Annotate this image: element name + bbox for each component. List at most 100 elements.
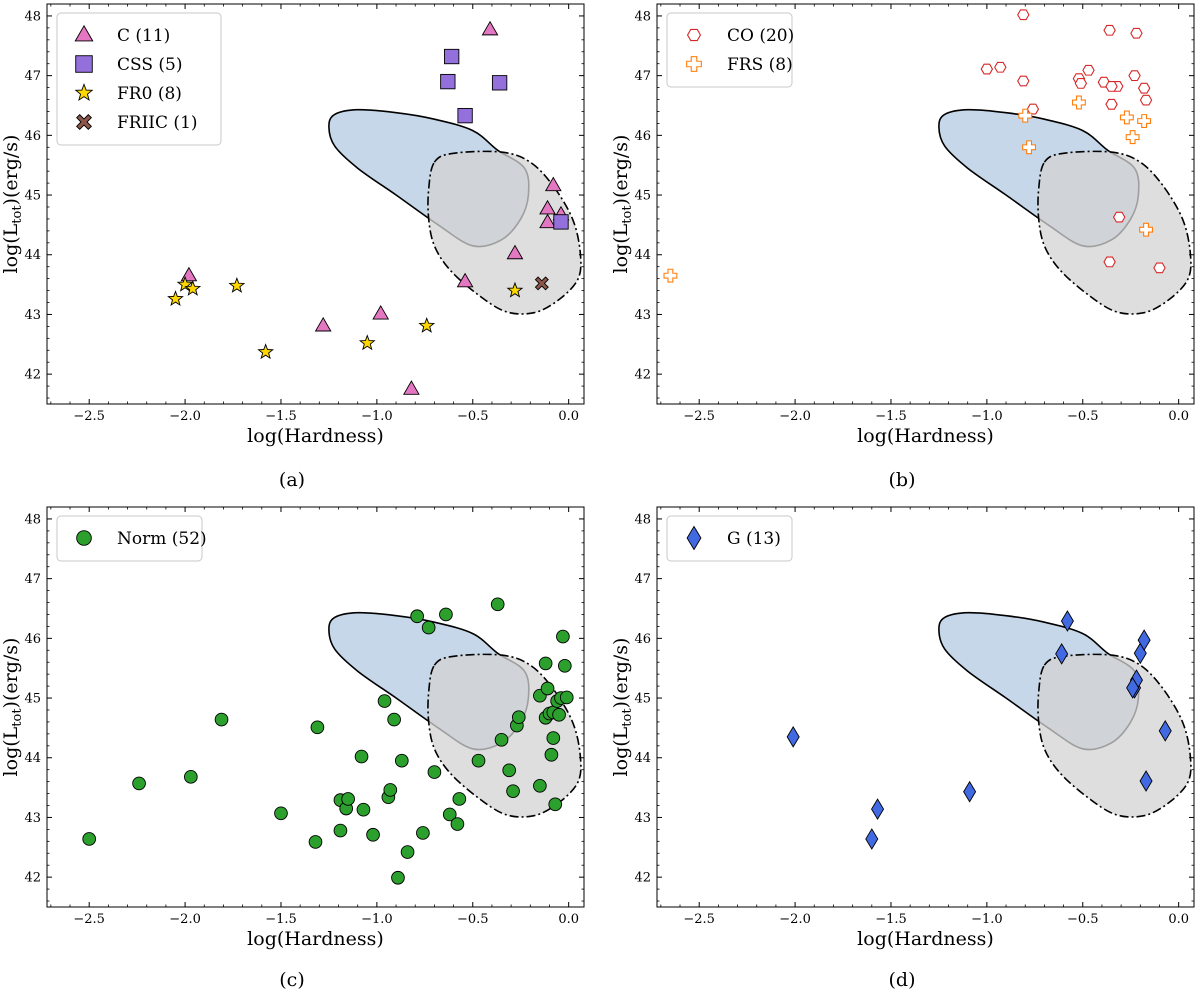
data-point-circle bbox=[490, 597, 505, 612]
y-tick-label: 42 bbox=[24, 368, 41, 383]
data-point-hexagon bbox=[1153, 262, 1166, 274]
data-point-square bbox=[444, 48, 460, 65]
legend-label: CO (20) bbox=[727, 26, 794, 46]
data-point-diamond bbox=[1126, 677, 1140, 699]
data-point-circle bbox=[310, 720, 325, 735]
grey-contour bbox=[1037, 653, 1192, 818]
data-point-circle bbox=[400, 845, 415, 859]
x-tick-label: −1.5 bbox=[265, 409, 297, 424]
data-point-circle bbox=[274, 806, 288, 821]
data-point-circle bbox=[427, 765, 442, 779]
y-tick-label: 46 bbox=[24, 129, 41, 144]
legend-marker-triangle bbox=[74, 24, 94, 42]
legend-label: FR0 (8) bbox=[117, 84, 182, 104]
legend: G (13) bbox=[666, 515, 793, 562]
data-point-star bbox=[506, 281, 524, 298]
x-axis-label: log(Hardness) bbox=[247, 928, 384, 950]
data-point-plus bbox=[663, 268, 678, 283]
legend-marker-circle bbox=[76, 530, 92, 546]
data-point-hexagon bbox=[1082, 64, 1095, 76]
data-point-star bbox=[167, 290, 184, 307]
data-point-circle bbox=[502, 763, 517, 778]
data-point-triangle bbox=[544, 176, 562, 192]
x-tick-label: −2.0 bbox=[169, 912, 201, 927]
y-tick-label: 47 bbox=[24, 69, 41, 84]
y-axis-label-main: log(L bbox=[0, 726, 22, 776]
y-tick-label: 48 bbox=[634, 9, 651, 24]
data-point-circle bbox=[538, 656, 553, 671]
y-tick-label: 47 bbox=[24, 572, 41, 587]
data-point-hexagon bbox=[994, 61, 1007, 73]
data-point-circle bbox=[556, 629, 570, 644]
data-point-hexagon bbox=[1026, 103, 1040, 115]
x-axis-label: log(Hardness) bbox=[857, 425, 994, 447]
legend-marker-plus bbox=[686, 56, 702, 72]
data-point-circle bbox=[82, 832, 97, 846]
y-axis-label-main: log(L bbox=[0, 223, 22, 273]
x-tick-label: −1.5 bbox=[875, 912, 907, 927]
data-point-diamond bbox=[1139, 770, 1153, 792]
data-point-diamond bbox=[1137, 629, 1151, 652]
data-point-circle bbox=[416, 826, 430, 840]
y-tick-label: 46 bbox=[634, 632, 651, 647]
panel-caption: (d) bbox=[889, 969, 916, 991]
panel-caption: (a) bbox=[279, 469, 305, 491]
y-tick-label: 44 bbox=[634, 248, 651, 263]
data-point-square bbox=[553, 214, 569, 230]
data-point-hexagon bbox=[1074, 78, 1088, 89]
data-point-circle bbox=[410, 609, 424, 624]
data-point-circle bbox=[356, 802, 371, 817]
y-tick-label: 48 bbox=[24, 9, 41, 24]
x-axis-label: log(Hardness) bbox=[247, 425, 384, 447]
y-tick-label: 45 bbox=[24, 692, 41, 707]
y-tick-label: 42 bbox=[24, 871, 41, 886]
x-tick-label: −1.0 bbox=[971, 912, 1003, 927]
data-point-circle bbox=[366, 827, 380, 842]
data-point-circle bbox=[132, 776, 146, 791]
data-point-circle bbox=[341, 792, 355, 806]
legend: CO (20) FRS (8) bbox=[666, 12, 794, 88]
panel-2: −2.5 −2.0 −1.5 −1.0 −0.5 0.0 42 43 44 45 46 47 48 log… bbox=[610, 3, 1195, 491]
data-point-hexagon bbox=[1105, 98, 1118, 110]
data-point-hexagon bbox=[1139, 94, 1153, 106]
data-points bbox=[786, 610, 1172, 850]
y-axis-label-main: log(L bbox=[610, 223, 632, 273]
y-axis-label: log(Ltot)(erg/s) bbox=[0, 638, 25, 777]
data-point-star bbox=[184, 279, 202, 296]
y-axis-label-tail: )(erg/s) bbox=[610, 638, 632, 709]
data-point-diamond bbox=[871, 798, 885, 820]
data-point-triangle bbox=[372, 304, 390, 320]
data-point-circle bbox=[442, 807, 457, 822]
x-tick-label: −0.5 bbox=[1067, 912, 1099, 927]
x-tick-label: −1.0 bbox=[971, 409, 1003, 424]
legend-marker-hexagon bbox=[686, 28, 702, 42]
data-point-diamond bbox=[963, 780, 977, 803]
y-tick-label: 45 bbox=[634, 189, 651, 204]
data-point-circle bbox=[333, 823, 348, 838]
x-tick-label: −2.0 bbox=[169, 409, 201, 424]
data-point-circle bbox=[354, 749, 369, 764]
y-axis-label-main: log(L bbox=[610, 726, 632, 776]
y-tick-label: 44 bbox=[634, 751, 651, 766]
x-tick-label: −1.5 bbox=[265, 912, 297, 927]
data-point-hexagon bbox=[1105, 80, 1118, 92]
y-tick-label: 43 bbox=[634, 308, 651, 323]
data-point-x bbox=[534, 276, 549, 291]
axes-frame bbox=[656, 506, 1195, 908]
y-tick-label: 43 bbox=[634, 811, 651, 826]
data-point-circle bbox=[387, 712, 401, 727]
y-tick-label: 46 bbox=[634, 129, 651, 144]
data-point-hexagon bbox=[980, 63, 994, 75]
x-tick-label: −2.0 bbox=[779, 409, 811, 424]
y-axis-label: log(Ltot)(erg/s) bbox=[610, 135, 635, 274]
data-point-plus bbox=[1125, 130, 1140, 145]
y-axis-label-sub: tot bbox=[10, 708, 25, 727]
legend-box bbox=[666, 515, 793, 562]
data-point-plus bbox=[1071, 95, 1086, 110]
axes-frame bbox=[46, 506, 585, 908]
y-tick-label: 43 bbox=[24, 811, 41, 826]
data-point-diamond bbox=[1060, 610, 1074, 632]
data-point-circle bbox=[394, 753, 409, 768]
data-point-star bbox=[418, 317, 436, 333]
panel-1: −2.5 −2.0 −1.5 −1.0 −0.5 0.0 42 43 44 45 46 47 48 log… bbox=[0, 3, 585, 491]
